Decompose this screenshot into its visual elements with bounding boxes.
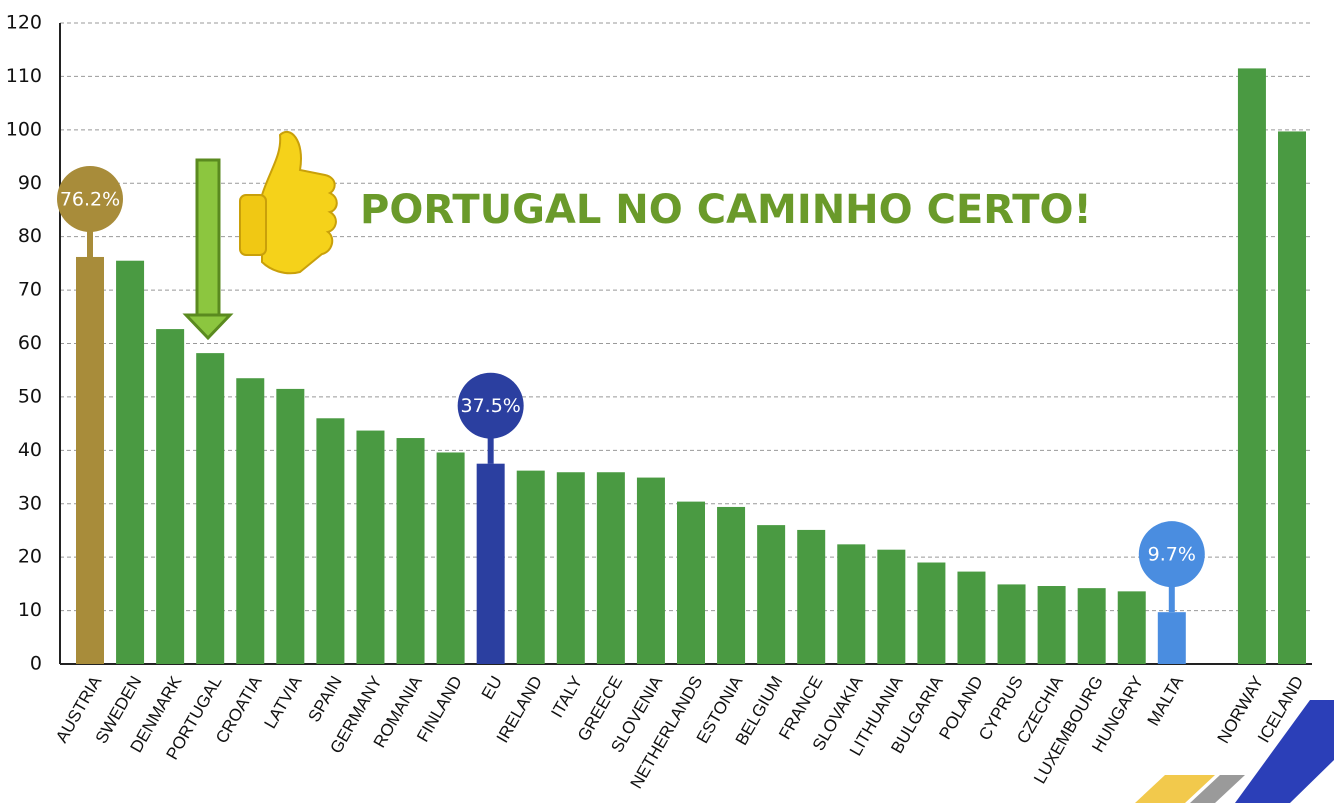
bar	[116, 260, 145, 664]
bar	[997, 584, 1026, 664]
bar	[1117, 591, 1146, 664]
y-tick-label: 120	[6, 12, 42, 34]
value-label: 37.5%	[460, 395, 520, 417]
bar	[516, 470, 545, 664]
portugal-arrow	[182, 158, 234, 341]
thumbs-up-icon	[239, 130, 338, 275]
y-tick-label: 80	[18, 225, 42, 247]
label-bubble	[1138, 521, 1205, 588]
y-tick-label: 100	[6, 118, 42, 140]
bar	[1077, 588, 1106, 664]
x-tick-label: SPAIN	[304, 673, 345, 726]
bar	[1237, 68, 1266, 664]
x-tick-label: LATVIA	[261, 672, 306, 732]
y-tick-label: 70	[18, 279, 42, 301]
x-tick-label: EU	[478, 673, 506, 703]
value-label: 9.7%	[1148, 544, 1196, 566]
bar	[717, 506, 746, 664]
bar	[436, 452, 465, 664]
y-tick-label: 20	[18, 546, 42, 568]
deco-stripe	[1235, 700, 1334, 803]
bar	[196, 353, 225, 664]
y-tick-label: 40	[18, 439, 42, 461]
y-tick-label: 10	[18, 599, 42, 621]
bar	[917, 562, 946, 664]
bar	[356, 430, 385, 664]
label-bubble	[457, 372, 524, 439]
bar	[236, 378, 265, 664]
bar	[797, 529, 826, 664]
bar	[276, 388, 305, 664]
y-tick-label: 90	[18, 172, 42, 194]
label-bubble	[57, 165, 123, 232]
deco-stripe	[1190, 775, 1245, 803]
y-tick-label: 50	[18, 385, 42, 407]
bar	[677, 501, 705, 664]
x-tick-label: MALTA	[1144, 672, 1188, 729]
bar	[76, 256, 104, 664]
bar	[1037, 586, 1066, 664]
y-tick-label: 60	[18, 332, 42, 354]
bar	[877, 549, 906, 664]
bar	[636, 477, 665, 664]
bar	[156, 329, 185, 664]
value-label: 76.2%	[60, 188, 120, 210]
bar	[1278, 131, 1306, 664]
bar	[476, 463, 505, 664]
bar	[757, 525, 786, 664]
bar	[596, 472, 625, 664]
bar	[957, 571, 986, 664]
x-tick-label: ITALY	[547, 673, 586, 721]
y-tick-label: 110	[6, 65, 42, 87]
bar	[1157, 612, 1186, 664]
bar	[837, 544, 866, 664]
bar	[556, 472, 585, 664]
y-tick-label: 30	[18, 492, 42, 514]
bar	[316, 418, 345, 664]
y-tick-label: 0	[30, 653, 42, 675]
deco-stripe	[1135, 775, 1215, 803]
headline: PORTUGAL NO CAMINHO CERTO!	[360, 187, 1092, 233]
bar	[396, 438, 425, 664]
